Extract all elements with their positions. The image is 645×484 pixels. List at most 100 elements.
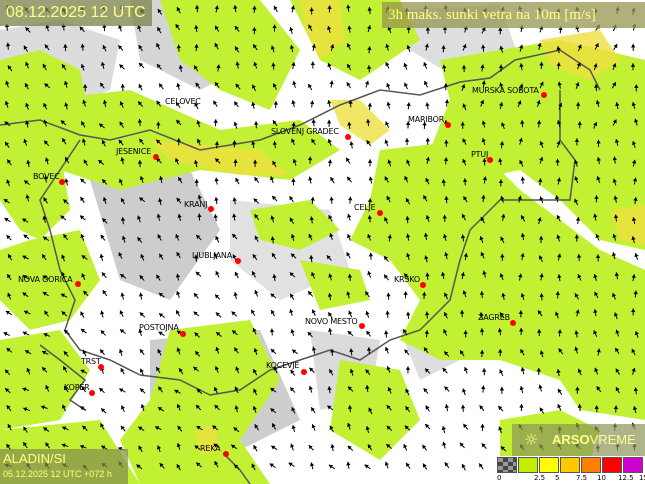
- wind-arrow: [575, 82, 580, 90]
- wind-arrow: [556, 234, 561, 242]
- wind-arrow: [384, 461, 389, 469]
- wind-arrow: [311, 309, 316, 316]
- wind-arrow: [614, 272, 620, 280]
- wind-arrow: [231, 329, 238, 336]
- wind-arrow: [232, 213, 237, 221]
- wind-arrow: [62, 426, 69, 431]
- wind-arrow: [120, 217, 126, 225]
- wind-arrow: [138, 138, 144, 145]
- wind-arrow: [212, 425, 219, 431]
- wind-arrow: [444, 292, 449, 300]
- wind-arrow: [291, 100, 296, 108]
- wind-arrow: [213, 119, 218, 127]
- wind-arrow: [482, 176, 488, 184]
- wind-arrow: [79, 26, 85, 33]
- wind-arrow: [101, 178, 108, 185]
- wind-arrow: [556, 369, 561, 377]
- wind-arrow: [634, 330, 639, 338]
- wind-arrow: [100, 61, 106, 69]
- wind-arrow: [137, 24, 142, 32]
- wind-arrow: [176, 197, 182, 204]
- wind-arrow: [273, 5, 278, 13]
- legend-swatches: [497, 457, 644, 473]
- wind-arrow: [479, 350, 485, 358]
- wind-arrow: [272, 83, 277, 90]
- wind-arrow: [175, 23, 181, 31]
- wind-arrow: [41, 366, 48, 373]
- wind-arrow: [631, 43, 636, 51]
- wind-arrow: [233, 5, 238, 13]
- model-info: ALADIN/SI 05.12.2025 12 UTC +072 h: [0, 449, 128, 484]
- wind-arrow: [7, 292, 12, 300]
- wind-arrow: [596, 386, 602, 393]
- wind-arrow: [291, 138, 296, 146]
- wind-arrow: [80, 311, 85, 318]
- wind-arrow: [22, 387, 30, 392]
- wind-arrow: [538, 255, 543, 262]
- wind-arrow: [367, 233, 372, 241]
- wind-arrow: [311, 119, 316, 127]
- wind-arrow: [368, 252, 374, 260]
- wind-arrow: [24, 349, 32, 355]
- wind-arrow: [422, 194, 428, 202]
- wind-arrow: [232, 140, 237, 148]
- wind-arrow: [252, 5, 257, 13]
- wind-arrow: [273, 366, 278, 374]
- wind-arrow: [574, 234, 579, 242]
- wind-arrow: [193, 311, 200, 317]
- wind-arrow: [612, 156, 618, 164]
- wind-arrow: [499, 369, 504, 377]
- wind-arrow: [139, 388, 146, 394]
- wind-arrow: [594, 43, 599, 50]
- wind-arrow: [349, 141, 354, 149]
- wind-arrow: [82, 99, 87, 107]
- wind-arrow: [270, 45, 276, 53]
- wind-arrow: [462, 178, 468, 186]
- wind-arrow: [308, 176, 313, 184]
- wind-arrow: [251, 84, 257, 92]
- wind-arrow: [178, 367, 184, 375]
- wind-arrow: [482, 270, 487, 278]
- wind-arrow: [443, 311, 448, 319]
- wind-arrow: [101, 445, 108, 450]
- wind-arrow: [554, 195, 560, 203]
- wind-arrow: [366, 330, 372, 337]
- wind-arrow: [272, 119, 278, 127]
- wind-arrow: [311, 346, 317, 354]
- wind-arrow: [536, 99, 541, 107]
- wind-arrow: [63, 233, 68, 241]
- wind-arrow: [499, 273, 504, 281]
- wind-arrow: [195, 462, 202, 468]
- city-label: KRSKO: [394, 275, 420, 284]
- legend-tick: 0: [497, 474, 502, 482]
- wind-arrow: [384, 346, 390, 354]
- wind-arrow: [405, 388, 410, 396]
- wind-arrow: [349, 348, 354, 356]
- wind-arrow: [251, 141, 256, 149]
- wind-arrow: [596, 176, 601, 183]
- wind-arrow: [291, 407, 296, 414]
- wind-arrow: [235, 366, 240, 374]
- wind-arrow: [195, 234, 202, 241]
- wind-arrow: [43, 197, 48, 204]
- wind-arrow: [383, 274, 389, 281]
- wind-arrow: [177, 176, 183, 184]
- wind-arrow: [594, 367, 599, 375]
- parameter-title: 3h maks. sunki vetra na 10m [m/s]: [382, 2, 645, 28]
- wind-arrow: [252, 27, 257, 35]
- wind-arrow: [611, 81, 617, 89]
- wind-arrow: [539, 273, 544, 281]
- wind-arrow: [327, 5, 332, 13]
- city-marker: [510, 320, 516, 326]
- wind-arrow: [576, 62, 581, 70]
- wind-arrow: [499, 312, 505, 319]
- city-label: REKA: [200, 444, 221, 453]
- wind-arrow: [539, 350, 545, 358]
- wind-arrow: [214, 460, 219, 468]
- wind-arrow: [537, 329, 542, 337]
- wind-arrow: [45, 384, 50, 392]
- wind-arrow: [463, 196, 468, 203]
- wind-arrow: [480, 423, 485, 432]
- wind-arrow: [137, 236, 143, 244]
